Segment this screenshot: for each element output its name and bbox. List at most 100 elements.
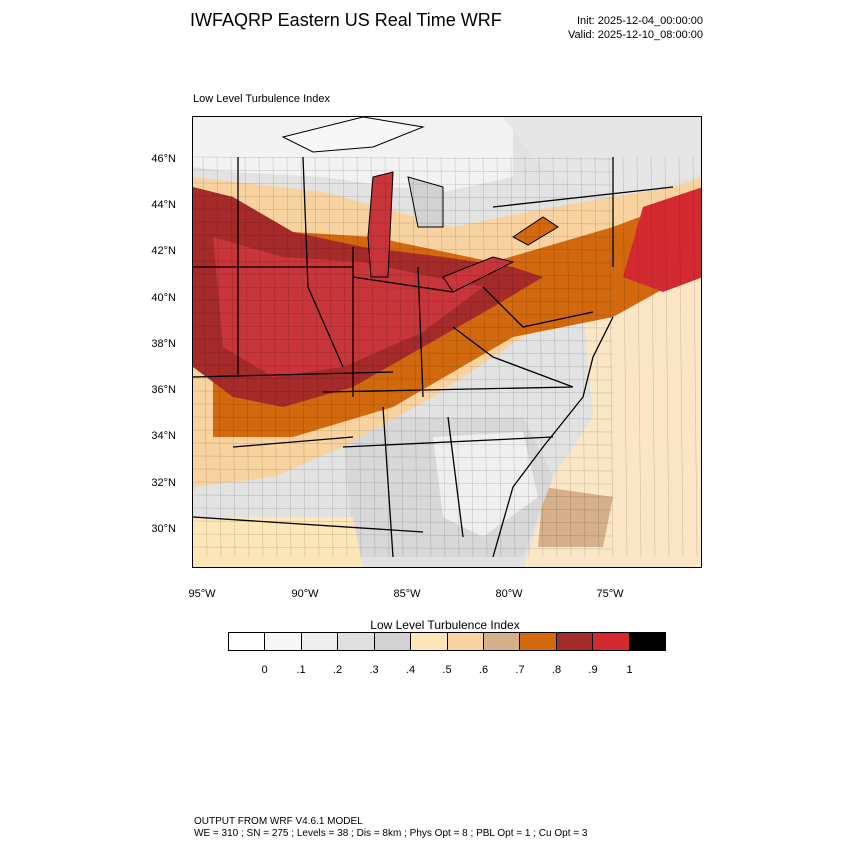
county-line (566, 156, 572, 558)
county-line (258, 156, 264, 558)
county-line (193, 247, 614, 251)
colorbar-label: .4 (405, 664, 416, 676)
colorbar-label: 1 (626, 664, 633, 676)
lat-label: 30°N (151, 523, 176, 535)
county-line (412, 156, 418, 558)
colorbar-label: 0 (261, 664, 268, 676)
county-line (356, 156, 362, 558)
colorbar-segment (520, 633, 557, 650)
lake-superior (281, 117, 425, 153)
county-line (193, 273, 614, 277)
county-line (440, 156, 446, 558)
county-line (193, 377, 614, 381)
colorbar-segment (301, 633, 339, 650)
county-line (524, 156, 530, 558)
county-line (398, 156, 404, 558)
lat-label: 44°N (151, 199, 176, 211)
county-line (216, 156, 222, 558)
county-line (496, 156, 502, 558)
footer-model: OUTPUT FROM WRF V4.6.1 MODEL (194, 816, 363, 827)
colorbar-label: .8 (551, 664, 562, 676)
colorbar-segment (338, 633, 375, 650)
colorbar-label: .7 (515, 664, 525, 676)
county-line (193, 234, 614, 238)
county-line (608, 156, 614, 558)
colorbar-title: Low Level Turbulence Index (370, 618, 520, 632)
colorbar-segment (629, 633, 666, 650)
county-line (193, 182, 614, 186)
colorbar (228, 632, 666, 651)
lat-label: 40°N (151, 292, 176, 304)
lon-label: 75°W (596, 588, 624, 600)
field-red-core (213, 237, 483, 377)
county-line (193, 312, 614, 316)
county-line (202, 156, 208, 558)
county-line (426, 156, 432, 558)
lake-michigan (367, 171, 394, 278)
map-subtitle: Low Level Turbulence Index (193, 93, 330, 105)
county-line (193, 546, 614, 550)
county-line (594, 156, 600, 558)
county-line (193, 533, 614, 537)
county-line (454, 156, 460, 558)
footer-config: WE = 310 ; SN = 275 ; Levels = 38 ; Dis … (194, 828, 588, 839)
lon-label: 85°W (393, 588, 421, 600)
county-line (193, 494, 614, 498)
county-grid (193, 156, 698, 558)
county-line (552, 156, 558, 558)
colorbar-label: .9 (588, 664, 598, 676)
main-title: IWFAQRP Eastern US Real Time WRF (190, 10, 502, 30)
lat-label: 32°N (151, 477, 176, 489)
county-line (193, 221, 614, 225)
county-line (193, 338, 614, 342)
county-line (193, 481, 614, 485)
county-line (193, 403, 614, 407)
colorbar-segment (593, 633, 630, 650)
county-line (328, 156, 334, 558)
county-line (193, 286, 614, 290)
lon-label: 90°W (291, 588, 319, 600)
county-line (193, 455, 614, 459)
colorbar-segment (265, 633, 302, 650)
county-line (636, 156, 642, 558)
county-line (370, 156, 376, 558)
field-atlantic-tan (538, 487, 613, 547)
county-line (230, 156, 236, 558)
colorbar-label: .6 (478, 664, 489, 676)
county-line (193, 156, 614, 160)
county-line (692, 156, 698, 558)
lat-label: 36°N (151, 384, 176, 396)
county-line (482, 156, 488, 558)
county-line (193, 429, 614, 433)
county-line (272, 156, 278, 558)
map-frame (192, 116, 702, 568)
county-line (193, 169, 614, 173)
lon-label: 80°W (495, 588, 523, 600)
lat-label: 42°N (151, 245, 176, 257)
county-line (193, 299, 614, 303)
footer: OUTPUT FROM WRF V4.6.1 MODEL WE = 310 ; … (194, 816, 587, 840)
field-northeast-red (623, 187, 701, 292)
colorbar-label: .2 (332, 664, 343, 676)
county-line (193, 468, 614, 472)
county-line (193, 208, 614, 212)
colorbar-label: .1 (296, 664, 306, 676)
county-line (468, 156, 474, 558)
county-line (193, 260, 614, 264)
county-line (193, 325, 614, 329)
county-line (193, 390, 614, 394)
colorbar-segment (411, 633, 448, 650)
lon-label: 95°W (188, 588, 216, 600)
county-line (510, 156, 516, 558)
lat-label: 38°N (151, 338, 176, 350)
county-line (244, 156, 250, 558)
county-line (193, 364, 614, 368)
county-line (193, 351, 614, 355)
county-line (622, 156, 628, 558)
county-line (538, 156, 544, 558)
county-line (193, 507, 614, 511)
county-line (193, 416, 614, 420)
county-line (664, 156, 670, 558)
colorbar-segment (447, 633, 484, 650)
county-line (342, 156, 348, 558)
